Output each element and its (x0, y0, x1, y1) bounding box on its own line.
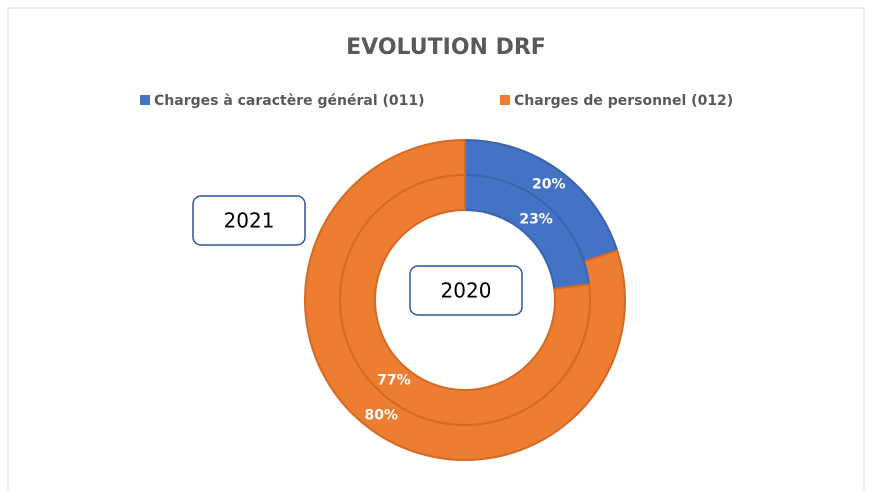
annotation-label: 2020 (441, 279, 492, 303)
legend-label: Charges de personnel (012) (514, 93, 733, 109)
data-label: 77% (377, 373, 411, 389)
annotation-box (192, 195, 306, 246)
legend-label: Charges à caractère général (011) (154, 93, 425, 109)
legend-swatch (500, 95, 510, 105)
data-label: 23% (519, 211, 553, 227)
legend-swatch (140, 95, 150, 105)
annotation-label: 2021 (224, 209, 275, 233)
chart-title: EVOLUTION DRF (346, 35, 546, 60)
chart-frame (7, 7, 865, 490)
data-label: 20% (532, 177, 566, 193)
doughnut-slice (339, 173, 591, 426)
annotation-box (409, 265, 523, 316)
data-label: 80% (364, 407, 398, 423)
